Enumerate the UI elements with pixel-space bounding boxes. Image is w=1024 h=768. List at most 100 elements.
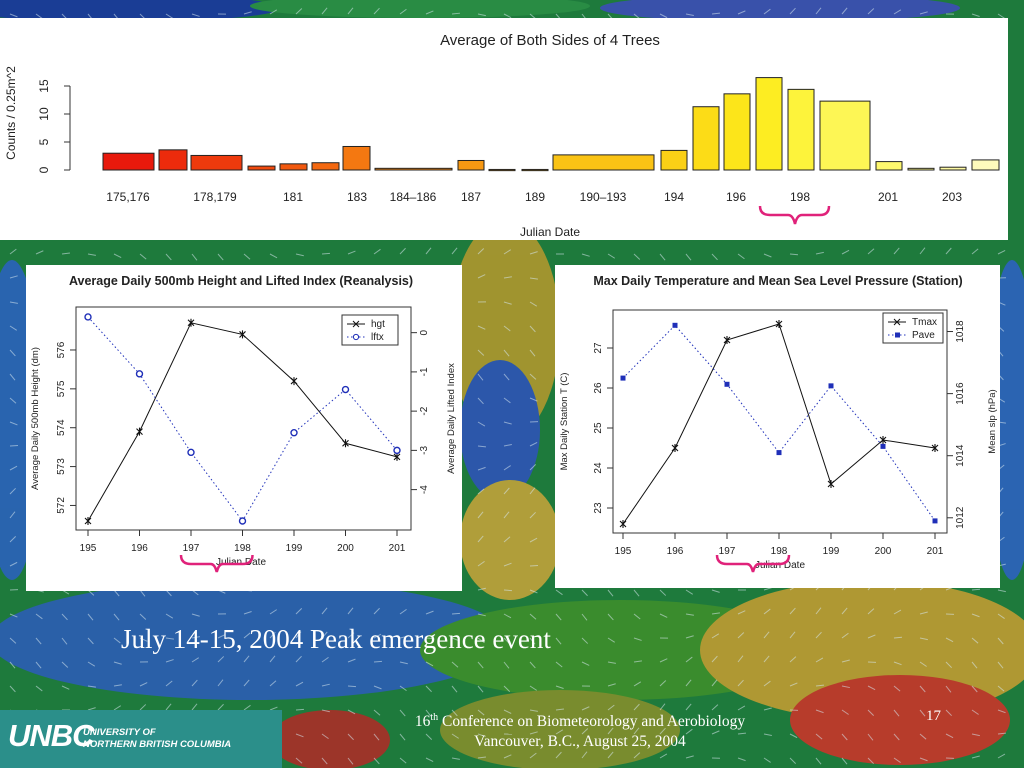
wind-arrow (451, 637, 460, 642)
wind-arrow (451, 709, 458, 717)
wind-arrow (9, 275, 18, 279)
y2-tick-label: -4 (419, 485, 430, 494)
wind-arrow (503, 325, 511, 332)
wind-arrow (659, 727, 666, 735)
wind-arrow (763, 608, 771, 615)
wind-arrow (919, 733, 927, 740)
series-point (880, 443, 886, 449)
chart-title: Max Daily Temperature and Mean Sea Level… (593, 274, 962, 288)
wind-arrow (945, 733, 954, 739)
y-tick-label: 15 (37, 79, 51, 93)
wind-arrow (945, 637, 954, 643)
bar (692, 106, 720, 171)
wind-arrow (737, 732, 747, 735)
x-tick-label: 195 (615, 546, 632, 557)
wind-arrow (685, 703, 692, 711)
y-tick-label: 25 (593, 422, 604, 434)
wind-arrow (919, 661, 927, 667)
wind-arrow (893, 661, 902, 666)
wind-arrow (971, 13, 980, 17)
logo-mark: UNBC (8, 718, 95, 753)
wind-arrow (503, 397, 511, 404)
wind-arrow (789, 253, 799, 256)
wind-arrow (919, 611, 928, 615)
wind-arrow (139, 253, 147, 260)
wind-arrow (711, 730, 720, 735)
wind-arrow (243, 655, 250, 663)
wind-arrow (347, 709, 356, 715)
x-axis-label: Julian Date (755, 560, 805, 571)
wind-arrow (191, 253, 198, 261)
wind-arrow (763, 707, 772, 711)
series-point (724, 381, 730, 387)
series-point (136, 427, 143, 436)
wind-arrow (841, 659, 850, 663)
wind-arrow (867, 757, 874, 765)
wind-arrow (9, 373, 16, 381)
wind-arrow (529, 277, 538, 280)
wind-arrow (477, 421, 486, 427)
wind-arrow (477, 709, 485, 716)
bar (660, 149, 688, 171)
legend-marker (352, 320, 360, 328)
wind-arrow (9, 613, 18, 618)
series-point (776, 450, 782, 456)
wind-arrow (87, 613, 94, 621)
wind-arrow (35, 13, 43, 20)
wind-arrow (9, 536, 17, 543)
wind-arrow (61, 637, 68, 645)
wind-arrow (815, 631, 822, 639)
wind-arrow (35, 661, 42, 669)
bar (755, 77, 783, 171)
wind-arrow (35, 613, 43, 620)
x-tick-label: 196 (131, 543, 148, 554)
wind-arrow (165, 637, 174, 640)
wind-arrow (477, 685, 484, 693)
wind-arrow (867, 709, 875, 717)
wind-arrow (399, 661, 408, 665)
wind-arrow (451, 247, 458, 255)
legend-box (341, 314, 399, 346)
highlight-brace (715, 554, 791, 573)
wind-arrow (425, 247, 432, 255)
wind-arrow (529, 325, 536, 333)
wind-arrow (425, 610, 434, 615)
wind-arrow (815, 733, 823, 740)
wind-arrow (529, 464, 537, 471)
y-tick-label: 27 (593, 342, 604, 354)
y2-tick-label: 1012 (955, 506, 966, 529)
wind-arrow (633, 637, 642, 641)
legend-label: Tmax (912, 317, 937, 328)
wind-arrow (633, 613, 641, 620)
wind-arrow (945, 685, 952, 693)
wind-arrow (243, 11, 252, 15)
wind-arrow (477, 637, 485, 644)
wind-arrow (347, 733, 354, 741)
series-point (290, 377, 298, 386)
series-point (239, 330, 246, 339)
wind-arrow (321, 252, 331, 255)
wind-arrow (763, 253, 772, 258)
wind-arrow (945, 661, 952, 669)
wind-arrow (347, 7, 354, 15)
wind-arrow (737, 10, 746, 15)
wind-arrow (503, 661, 510, 669)
wind-arrow (529, 373, 537, 380)
wind-arrow (971, 588, 981, 591)
wind-arrow (87, 707, 96, 711)
logo-line-1: UNIVERSITY OF (83, 727, 156, 738)
wind-arrow (87, 661, 96, 667)
series-point (135, 370, 144, 378)
highlight-brace (758, 205, 831, 225)
wind-arrow (945, 247, 952, 255)
wind-arrow (997, 732, 1007, 735)
wind-arrow (477, 733, 486, 737)
x-tick-label: 184–186 (390, 190, 437, 204)
series-point (672, 322, 678, 328)
wind-arrow (503, 465, 511, 471)
wind-arrow (685, 728, 693, 735)
wind-arrow (477, 397, 484, 405)
footer-text: 16th Conference on Biometeorology and Ae… (340, 708, 820, 752)
wind-arrow (61, 252, 70, 255)
series-point (931, 444, 939, 452)
